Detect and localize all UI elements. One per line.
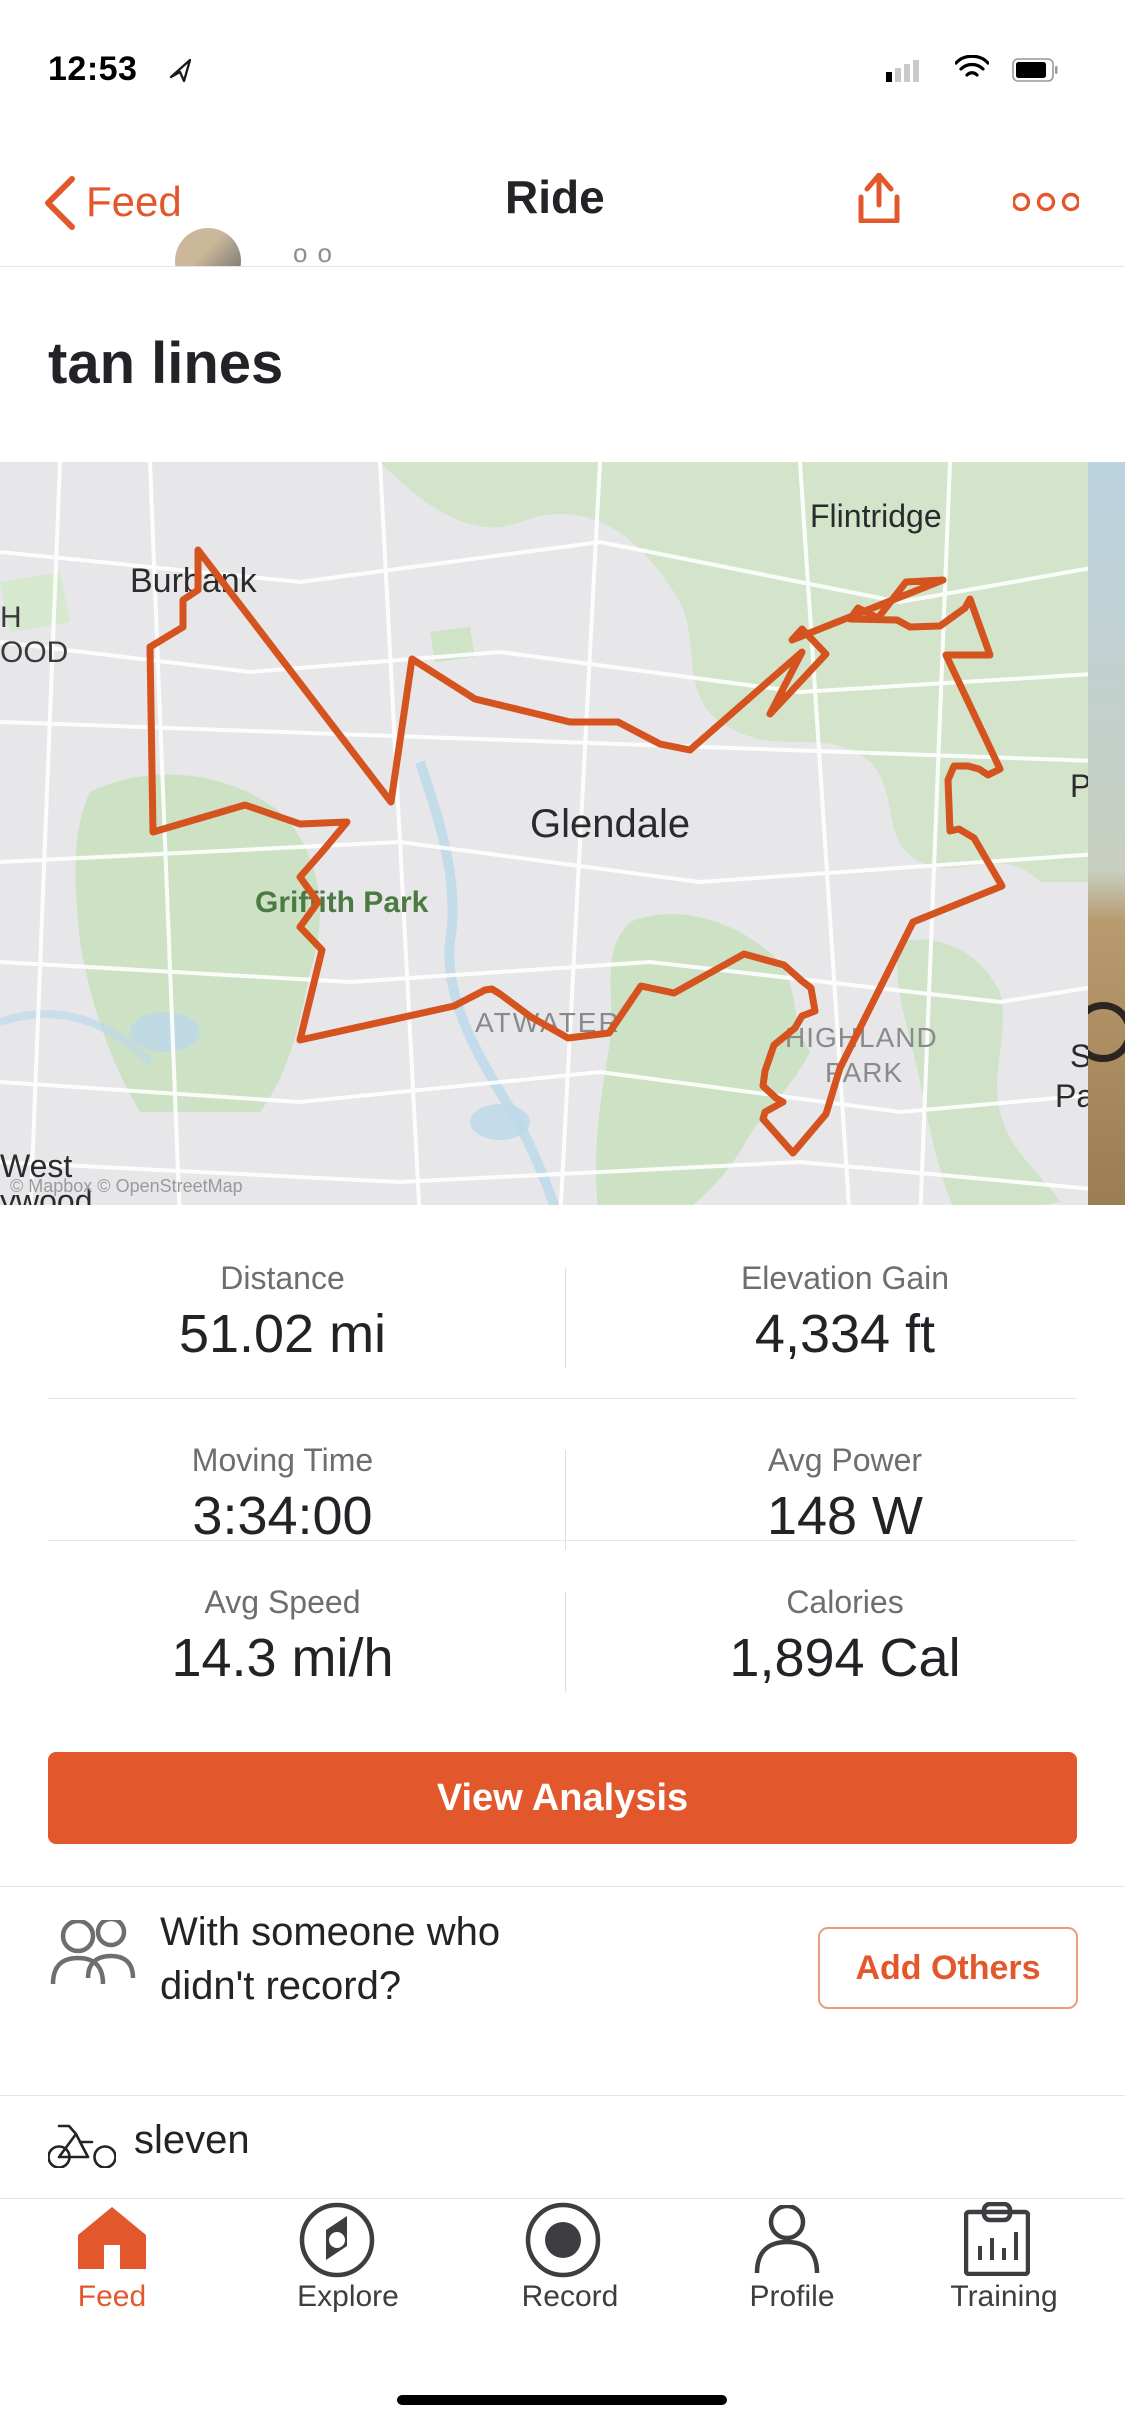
svg-text:Flintridge: Flintridge	[810, 498, 942, 534]
svg-text:OOD: OOD	[0, 636, 68, 669]
svg-text:Glendale: Glendale	[530, 802, 690, 846]
svg-text:H: H	[0, 601, 22, 634]
svg-text:Griffith Park: Griffith Park	[255, 886, 429, 919]
